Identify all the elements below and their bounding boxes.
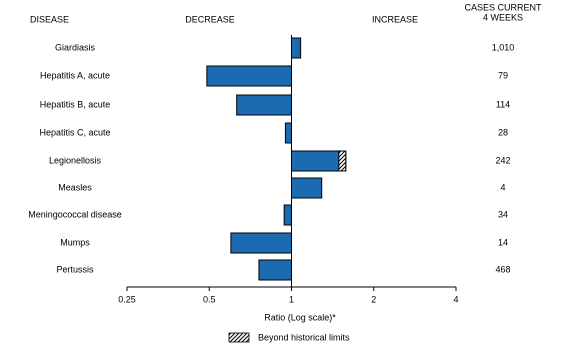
x-tick-label: 4 bbox=[453, 294, 458, 304]
cases-label: 1,010 bbox=[492, 42, 515, 52]
category-label: Meningococcal disease bbox=[28, 209, 122, 219]
bar bbox=[283, 204, 293, 226]
category-label: Hepatitis C, acute bbox=[39, 127, 110, 137]
cases-label: 34 bbox=[498, 209, 508, 219]
cases-label: 79 bbox=[498, 70, 508, 80]
category-label: Mumps bbox=[60, 237, 90, 247]
cases-label: 114 bbox=[496, 99, 510, 109]
bar bbox=[291, 37, 302, 59]
category-label: Pertussis bbox=[56, 264, 94, 274]
legend-label: Beyond historical limits bbox=[258, 332, 350, 342]
header-disease: DISEASE bbox=[30, 14, 69, 24]
header-increase: INCREASE bbox=[372, 14, 418, 24]
cases-label: 14 bbox=[498, 237, 508, 247]
header-cases: CASES CURRENT bbox=[464, 2, 542, 12]
bar bbox=[284, 122, 292, 144]
beyond-limits bbox=[338, 150, 347, 172]
category-label: Hepatitis B, acute bbox=[40, 99, 111, 109]
cases-label: 28 bbox=[498, 127, 508, 137]
category-label: Legionellosis bbox=[49, 155, 102, 165]
legend-swatch bbox=[228, 332, 250, 343]
bar bbox=[258, 259, 293, 281]
bar bbox=[236, 94, 292, 116]
category-label: Measles bbox=[58, 182, 92, 192]
x-tick-label: 2 bbox=[371, 294, 376, 304]
bar bbox=[291, 150, 347, 172]
category-label: Hepatitis A, acute bbox=[40, 70, 110, 80]
x-axis-label: Ratio (Log scale)* bbox=[264, 312, 336, 322]
header-cases: 4 WEEKS bbox=[483, 12, 523, 22]
cases-label: 242 bbox=[495, 155, 510, 165]
x-tick-label: 0.25 bbox=[118, 294, 136, 304]
x-tick-label: 1 bbox=[289, 294, 294, 304]
bar bbox=[230, 232, 293, 254]
cases-label: 4 bbox=[500, 182, 505, 192]
cases-label: 468 bbox=[495, 264, 510, 274]
category-label: Giardiasis bbox=[55, 42, 96, 52]
bar bbox=[291, 177, 323, 199]
header-decrease: DECREASE bbox=[185, 14, 235, 24]
bar bbox=[206, 65, 292, 87]
x-tick-label: 0.5 bbox=[203, 294, 216, 304]
